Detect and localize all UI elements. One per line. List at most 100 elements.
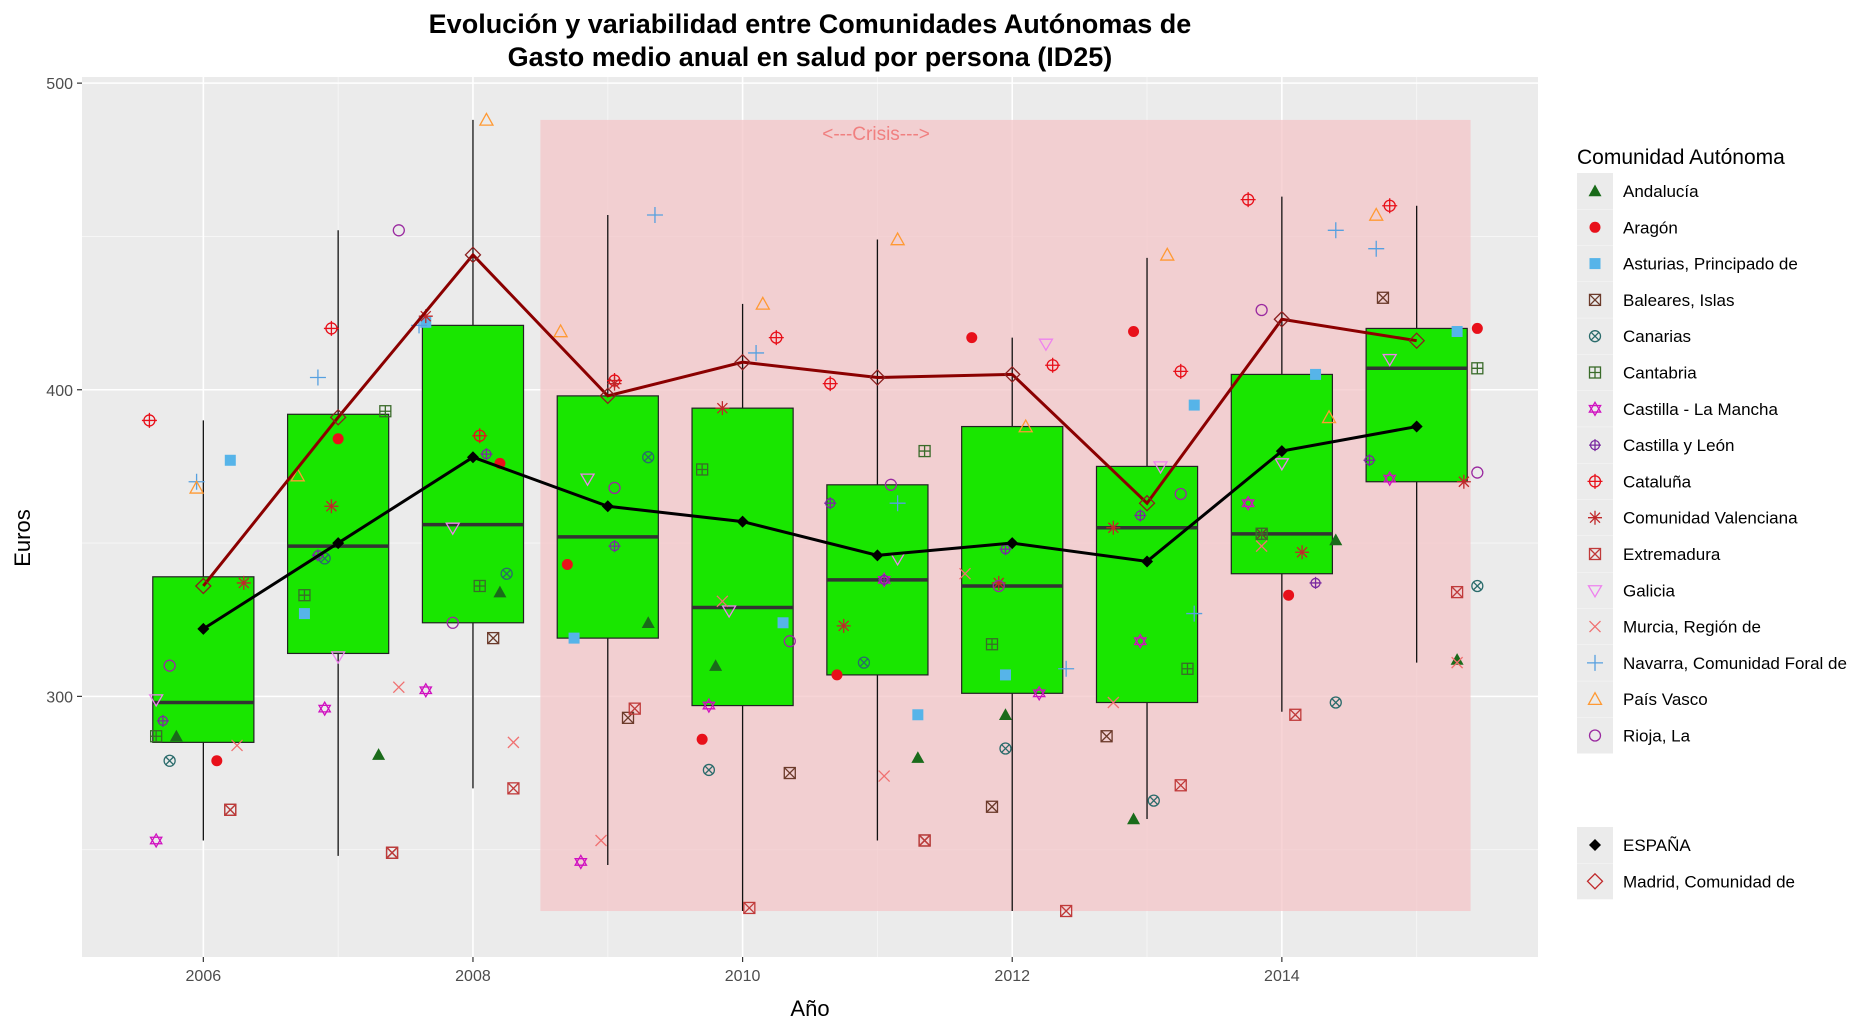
data-point [607,376,622,391]
line-point [197,622,210,635]
data-point [169,729,183,742]
data-point [1327,222,1344,239]
data-point [1471,579,1484,593]
legend-extra-items: ESPAÑA Madrid, Comunidad de [1577,827,1795,900]
series-line [202,425,1417,631]
legend-symbol [1588,401,1602,417]
data-point [1450,653,1464,665]
data-point [646,206,663,223]
boxplot-2013 [1095,257,1199,820]
series-line [202,252,1417,587]
legend-item: Cataluña [1577,463,1692,500]
data-point [156,714,169,727]
x-tick-label: 2008 [455,968,491,985]
data-point [1134,509,1147,522]
legend-symbol [1586,872,1604,890]
legend-key [1577,572,1613,609]
data-point [1133,633,1148,649]
legend-label: Rioja, La [1623,727,1691,746]
legend-symbol [1588,510,1602,525]
data-point [1450,585,1464,599]
boxplot-box [421,324,525,624]
data-point [884,478,898,491]
data-point [755,296,771,310]
line-point [332,537,345,550]
x-tick-label: 2006 [186,968,222,985]
data-point [236,575,251,590]
data-point [224,454,236,466]
data-point [743,901,756,915]
line-point [1273,310,1291,328]
data-point [1283,589,1295,601]
legend-extra-item: Madrid, Comunidad de [1577,863,1795,900]
data-point [985,638,999,651]
line-point [871,549,884,562]
legend-label: Comunidad Valenciana [1623,509,1798,528]
chart-title-line2: Gasto medio anual en salud por persona (… [508,42,1113,72]
series-extremadura [224,585,1464,918]
legend-item: Andalucía [1577,173,1699,209]
line-point [734,353,752,371]
x-tick-label: 2012 [994,968,1030,985]
data-point [1382,470,1397,487]
legend-label: Cataluña [1623,472,1692,491]
series-comunidad-valenciana [236,309,1471,633]
series-pa-s-vasco [188,112,1384,494]
series-arag-n [211,322,1483,767]
series-rioja-la [163,224,1484,672]
line-point [466,451,479,464]
data-point [472,428,488,444]
line-point [1006,537,1019,550]
data-point [918,834,931,847]
data-point [709,659,723,671]
line-espa-a [197,420,1423,635]
data-point [309,369,326,386]
line-point [329,408,347,426]
series-catalu-a [141,192,1398,444]
boxplot-2009 [556,214,659,866]
line-madrid-comunidad-de [194,246,1426,595]
line-point [464,246,482,264]
data-point [1451,325,1463,337]
data-point [379,405,392,418]
data-point [148,694,164,708]
legend-label: Madrid, Comunidad de [1623,872,1795,891]
data-point [1058,660,1075,677]
legend-symbol [1589,839,1601,851]
data-point [721,605,737,619]
data-point [985,800,999,813]
data-point [579,473,596,487]
legend-symbol [1588,547,1602,561]
data-point [507,782,520,795]
data-point [1329,696,1342,709]
data-point [1159,247,1175,261]
data-point [1471,322,1483,334]
y-tick-label: 500 [46,76,73,93]
data-point [473,579,486,593]
legend-item: Castilla - La Mancha [1577,390,1779,427]
legend-symbol [1589,221,1601,233]
legend-label: Cantabria [1623,364,1697,383]
data-point [1310,368,1322,380]
legend-symbol [1589,439,1601,452]
data-point [912,709,924,721]
line-point [1275,445,1288,458]
data-point [561,559,573,571]
data-point [824,497,837,510]
data-point [642,451,655,464]
boxplot-box [152,576,255,743]
line-point [194,577,212,595]
data-point [890,231,906,246]
data-point [446,616,459,629]
legend-symbol [1587,585,1603,599]
data-point [628,702,641,715]
data-point [918,444,931,458]
legend-label: Andalucía [1623,182,1699,201]
data-point [1471,466,1484,479]
data-point [188,480,205,494]
legend-label: Extremadura [1623,545,1721,564]
data-point [1451,656,1464,669]
data-point [568,632,580,644]
